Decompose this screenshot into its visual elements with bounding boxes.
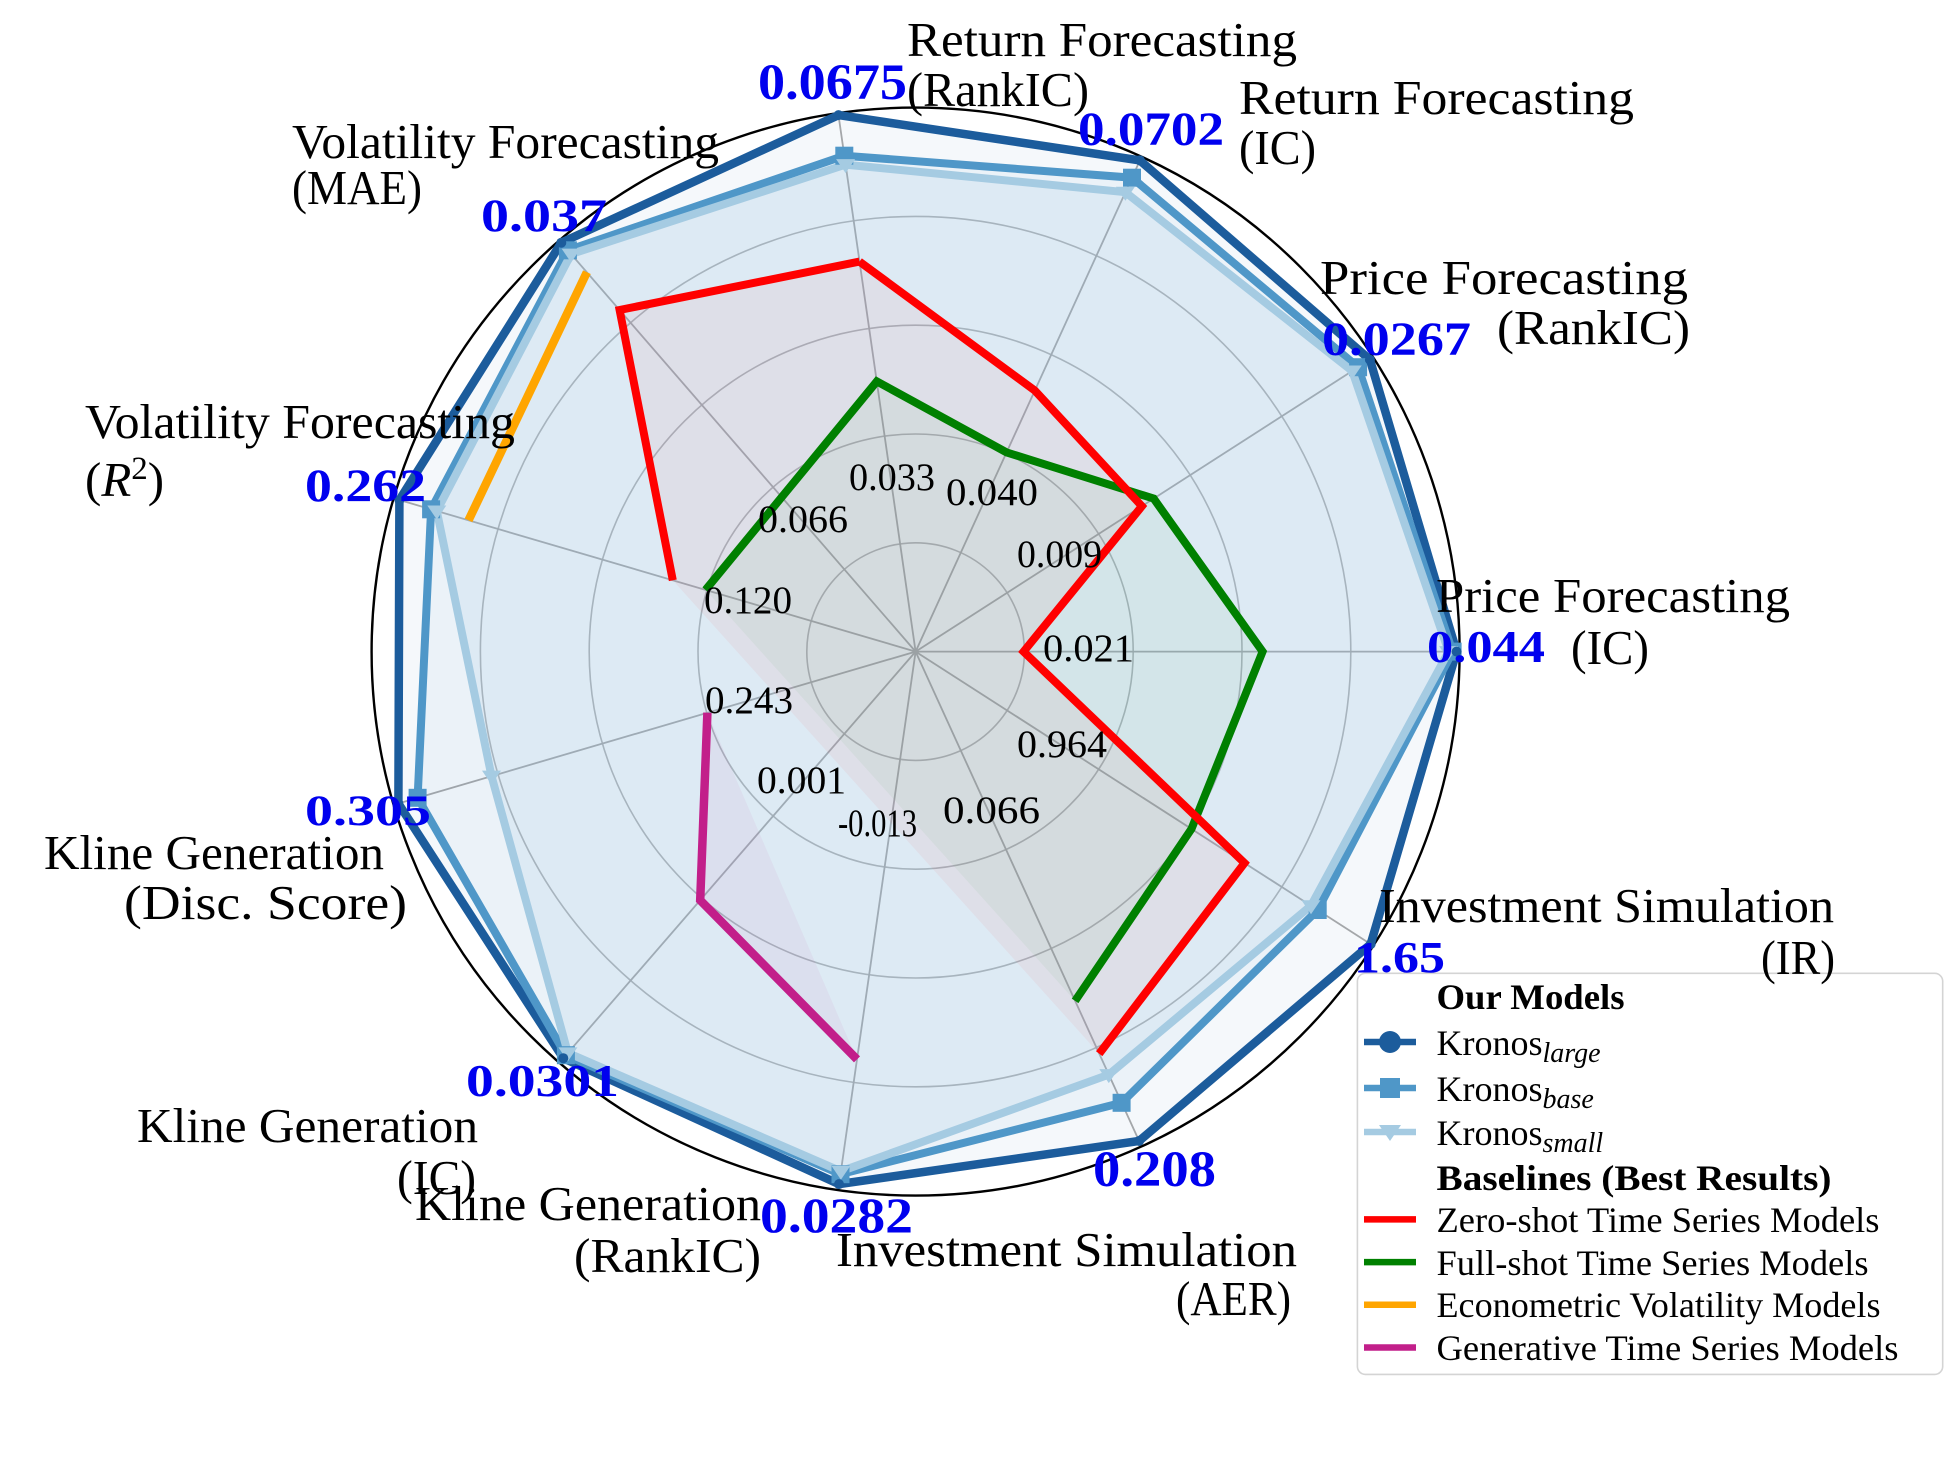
svg-text:0.964: 0.964 — [1017, 723, 1107, 766]
svg-text:Kline Generation: Kline Generation — [44, 825, 384, 880]
svg-text:1.65: 1.65 — [1354, 933, 1445, 982]
svg-text:0.262: 0.262 — [305, 460, 426, 512]
svg-text:(Disc. Score): (Disc. Score) — [124, 875, 407, 930]
svg-text:Investment Simulation: Investment Simulation — [836, 1222, 1297, 1277]
svg-text:(RankIC): (RankIC) — [1497, 300, 1690, 355]
svg-text:0.066: 0.066 — [758, 498, 848, 541]
svg-text:Econometric Volatility Models: Econometric Volatility Models — [1437, 1285, 1881, 1325]
svg-text:Kline Generation: Kline Generation — [415, 1176, 761, 1231]
svg-text:Return Forecasting: Return Forecasting — [907, 12, 1297, 67]
svg-text:0.001: 0.001 — [757, 759, 846, 802]
svg-text:0.305: 0.305 — [305, 788, 431, 835]
svg-text:0.021: 0.021 — [1043, 627, 1134, 670]
svg-text:(RankIC): (RankIC) — [907, 62, 1089, 117]
svg-text:(IC): (IC) — [1239, 120, 1316, 175]
svg-text:Baselines (Best Results): Baselines (Best Results) — [1437, 1158, 1832, 1198]
svg-text:Generative Time Series Models: Generative Time Series Models — [1437, 1328, 1899, 1368]
svg-text:0.243: 0.243 — [705, 679, 793, 722]
svg-text:(IC): (IC) — [397, 1150, 476, 1205]
svg-text:Kline Generation: Kline Generation — [137, 1098, 478, 1153]
svg-text:Full-shot Time Series Models: Full-shot Time Series Models — [1437, 1243, 1869, 1283]
svg-text:Volatility Forecasting: Volatility Forecasting — [85, 394, 515, 449]
svg-text:Zero-shot Time Series Models: Zero-shot Time Series Models — [1437, 1200, 1880, 1240]
svg-text:0.0702: 0.0702 — [1078, 103, 1224, 156]
svg-text:0.0267: 0.0267 — [1322, 313, 1471, 366]
svg-text:0.208: 0.208 — [1093, 1142, 1216, 1198]
svg-text:(IR): (IR) — [1761, 930, 1835, 985]
svg-text:0.044: 0.044 — [1427, 621, 1545, 672]
svg-text:0.037: 0.037 — [481, 190, 607, 242]
svg-text:Return Forecasting: Return Forecasting — [1239, 70, 1634, 125]
svg-text:0.040: 0.040 — [946, 471, 1038, 514]
svg-text:Investment Simulation: Investment Simulation — [1379, 878, 1834, 933]
svg-text:(IC): (IC) — [1571, 620, 1649, 675]
svg-text:0.033: 0.033 — [849, 456, 935, 499]
svg-text:Our Models: Our Models — [1437, 977, 1625, 1017]
svg-text:(RankIC): (RankIC) — [574, 1228, 761, 1283]
svg-text:(MAE): (MAE) — [292, 160, 422, 215]
svg-text:-0.013: -0.013 — [838, 802, 917, 845]
svg-text:(R2): (R2) — [85, 451, 164, 507]
svg-text:Price Forecasting: Price Forecasting — [1320, 250, 1688, 305]
svg-text:0.066: 0.066 — [943, 789, 1040, 832]
svg-text:0.120: 0.120 — [704, 579, 792, 622]
svg-text:0.009: 0.009 — [1017, 533, 1102, 576]
svg-text:Price Forecasting: Price Forecasting — [1436, 568, 1790, 623]
svg-text:(AER): (AER) — [1176, 1271, 1291, 1326]
svg-text:0.0282: 0.0282 — [760, 1187, 913, 1243]
svg-text:0.0675: 0.0675 — [758, 55, 907, 111]
svg-text:0.0301: 0.0301 — [466, 1056, 619, 1106]
svg-text:Volatility Forecasting: Volatility Forecasting — [292, 114, 719, 169]
